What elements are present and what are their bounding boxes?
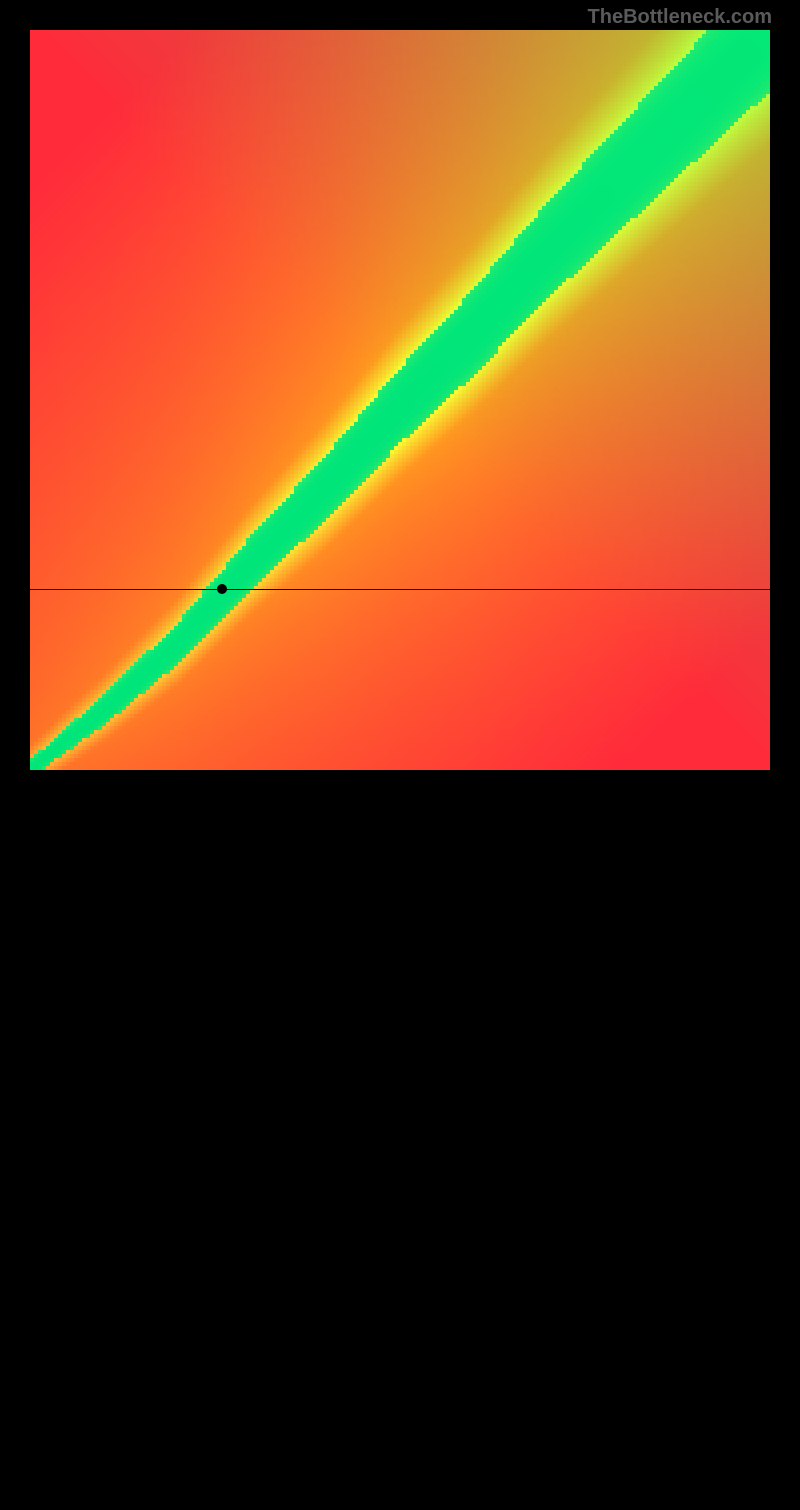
- data-point-marker: [217, 584, 227, 594]
- crosshair-vertical: [222, 770, 223, 1510]
- plot-area: [30, 30, 770, 770]
- heatmap-canvas: [30, 30, 770, 770]
- watermark-text: TheBottleneck.com: [588, 6, 772, 29]
- crosshair-horizontal: [30, 589, 770, 590]
